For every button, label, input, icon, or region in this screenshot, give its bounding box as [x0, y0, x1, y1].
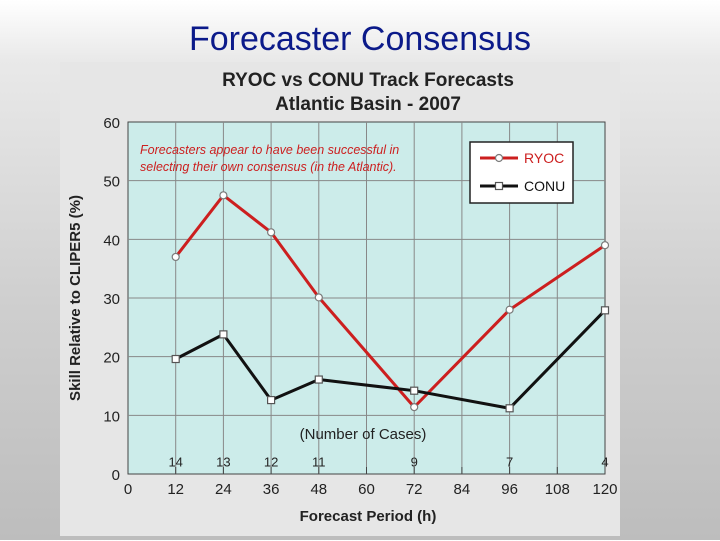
point-ryoc: [314, 293, 323, 302]
y-tick-label: 50: [103, 174, 120, 191]
point-conu: [267, 395, 276, 405]
case-count-label: 11: [312, 454, 326, 469]
point-conu: [410, 386, 419, 395]
point-conu: [171, 354, 180, 364]
case-count-label: 12: [264, 454, 278, 469]
x-tick-label: 84: [454, 481, 471, 498]
legend-label-conu: CONU: [524, 178, 565, 194]
y-tick-label: 10: [103, 408, 120, 425]
point-conu: [505, 404, 514, 413]
x-tick-label: 36: [263, 481, 280, 498]
point-ryoc: [410, 403, 419, 412]
y-tick-labels: 0 10 20 30 40 50 60: [103, 115, 120, 484]
x-tick-label: 48: [310, 481, 327, 498]
point-ryoc: [267, 228, 276, 237]
y-tick-label: 60: [103, 115, 120, 132]
chart-title-line-2: Atlantic Basin - 2007: [275, 94, 461, 115]
legend-items: RYOC CONU: [480, 150, 565, 194]
annotation-line-2: selecting their own consensus (in the At…: [140, 160, 397, 174]
point-ryoc: [505, 305, 514, 314]
x-tick-label: 120: [592, 481, 617, 498]
slide-title: Forecaster Consensus: [188, 20, 532, 58]
point-conu: [219, 330, 228, 339]
x-tick-label: 0: [124, 481, 132, 498]
data-series: [171, 191, 610, 413]
x-tick-label: 72: [406, 481, 423, 498]
annotation-line-1: Forecasters appear to have been successf…: [140, 143, 399, 157]
x-tick-label: 24: [215, 481, 232, 498]
x-tick-label: 108: [545, 481, 570, 498]
y-tick-label: 40: [103, 232, 120, 249]
chart: RYOC vs CONU Track Forecasts Atlantic Ba…: [67, 70, 618, 525]
x-tick-label: 12: [167, 481, 184, 498]
y-tick-label: 30: [103, 291, 120, 308]
point-conu: [600, 306, 610, 315]
legend-marker-conu: [494, 181, 504, 191]
x-tick-labels: 0 12 24 36 48 60 72 84 96 108 120: [124, 481, 618, 498]
legend-marker-ryoc: [494, 153, 504, 163]
legend-label-ryoc: RYOC: [524, 150, 564, 166]
legend: RYOC CONU: [469, 141, 574, 204]
case-count-labels: 14 13 12 11 9 7 4: [168, 454, 608, 469]
case-count-label: 4: [601, 454, 608, 469]
y-tick-label: 20: [103, 350, 120, 367]
case-count-label: 9: [411, 454, 418, 469]
x-tick-label: 60: [358, 481, 375, 498]
case-count-label: 7: [506, 454, 513, 469]
number-of-cases-label: (Number of Cases): [300, 426, 427, 443]
case-count-label: 14: [168, 454, 182, 469]
chart-figure: RYOC vs CONU Track Forecasts Atlantic Ba…: [60, 62, 620, 536]
y-tick-label: 0: [112, 467, 120, 484]
legend-box: [469, 141, 574, 204]
point-conu: [314, 375, 323, 384]
chart-title-line-1: RYOC vs CONU Track Forecasts: [222, 70, 514, 91]
x-axis-label: Forecast Period (h): [300, 508, 437, 525]
point-ryoc: [171, 252, 180, 262]
point-ryoc: [600, 241, 610, 250]
case-count-label: 13: [216, 454, 230, 469]
y-axis-label: Skill Relative to CLIPER5 (%): [67, 195, 84, 401]
x-tick-label: 96: [501, 481, 518, 498]
point-ryoc: [219, 191, 228, 200]
